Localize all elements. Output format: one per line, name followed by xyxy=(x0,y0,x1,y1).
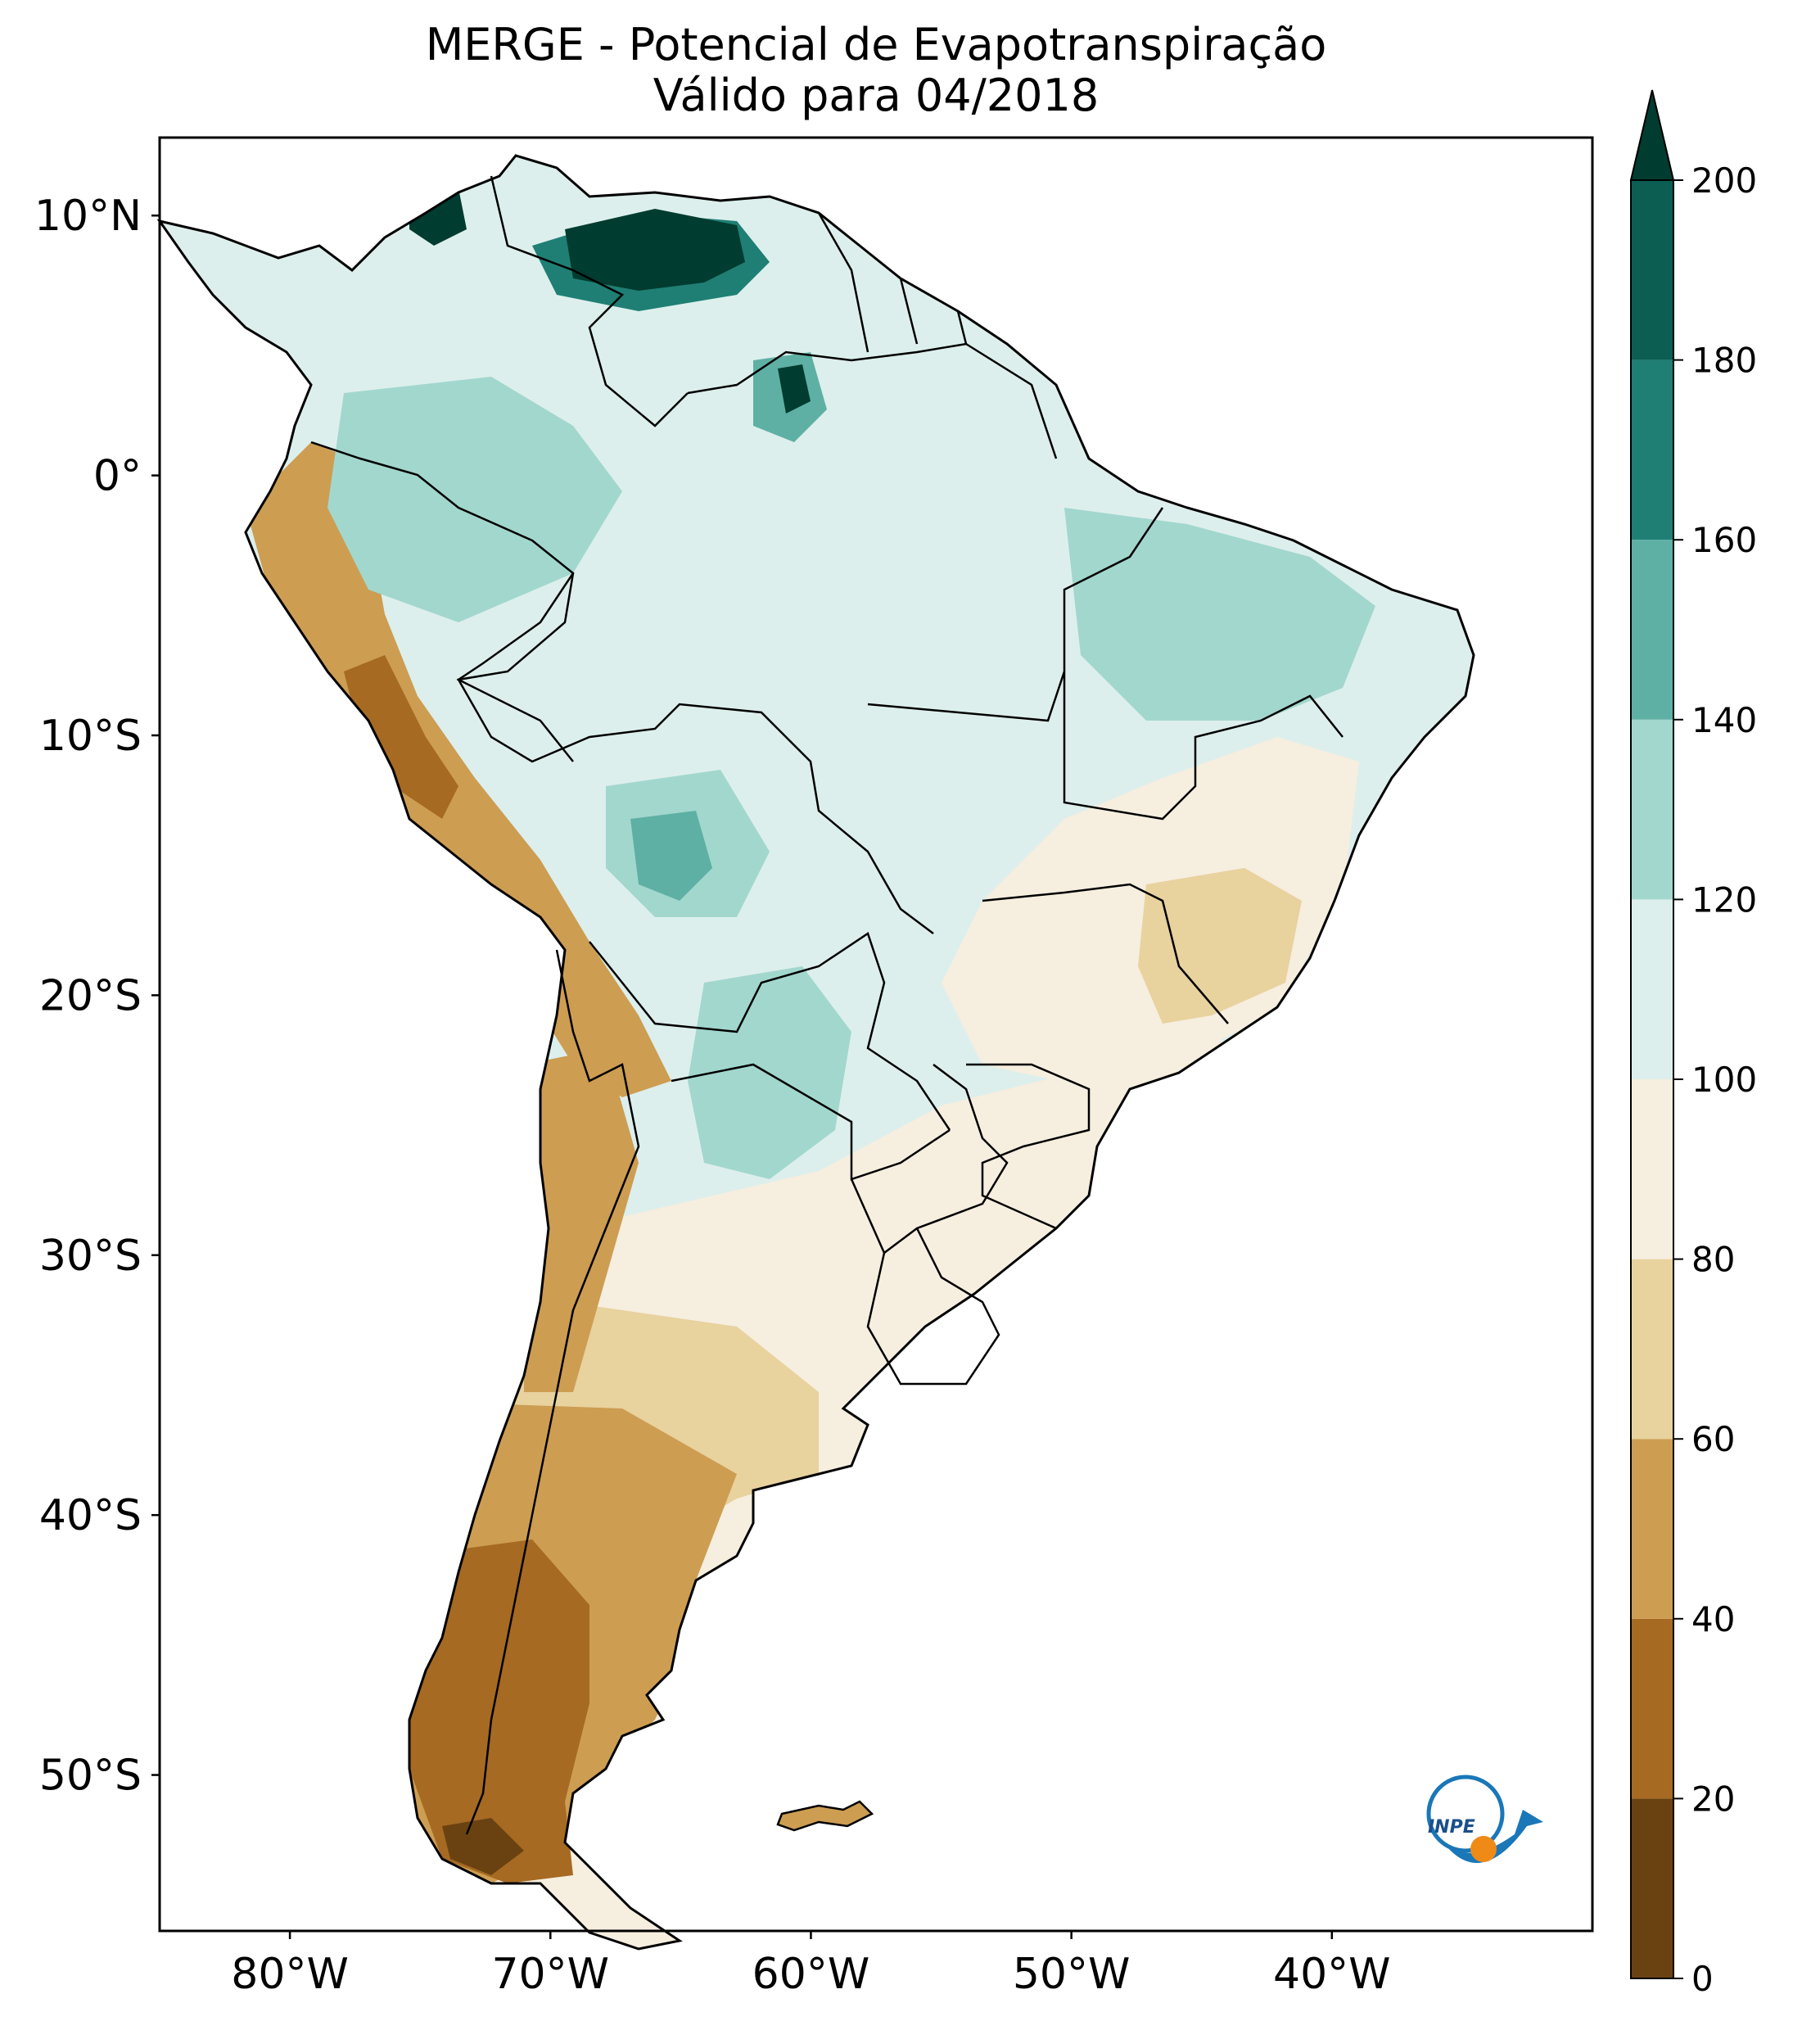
colorbar-labels: 0 20 40 60 80 100 120 140 160 180 200 xyxy=(1673,161,1757,1999)
lon-tick-label: 80°W xyxy=(231,1950,349,1999)
colorbar-tick-label: 140 xyxy=(1691,700,1757,740)
inpe-logo: INPE xyxy=(1426,1775,1543,1863)
field-southeast-60-80 xyxy=(1138,868,1302,1024)
colorbar-band xyxy=(1631,1439,1673,1619)
colorbar-tick-label: 0 xyxy=(1691,1959,1714,1999)
colorbar-tick-label: 80 xyxy=(1691,1240,1735,1280)
colorbar-tick-label: 120 xyxy=(1691,879,1757,920)
colorbar-tick-label: 60 xyxy=(1691,1419,1735,1459)
lat-tick-label: 40°S xyxy=(39,1491,142,1540)
field-andes-south-40-60 xyxy=(524,1048,639,1392)
border-peru-brazil xyxy=(457,572,934,934)
lon-tick-label: 50°W xyxy=(1013,1950,1131,1999)
lon-tick-label: 70°W xyxy=(491,1950,609,1999)
colorbar-band xyxy=(1631,719,1673,900)
continent-coastline xyxy=(156,154,1475,1951)
colorbar-tick-label: 40 xyxy=(1691,1599,1735,1639)
colorbar-band xyxy=(1631,540,1673,720)
border-colombia-venezuela xyxy=(490,175,689,427)
colorbar-band xyxy=(1631,1618,1673,1799)
border-brazil-west xyxy=(687,342,1058,459)
field-andes-40-60 xyxy=(246,442,671,1097)
lat-tick-label: 30°S xyxy=(39,1232,142,1281)
field-tierra-0-20 xyxy=(442,1818,524,1875)
colorbar-extend-arrow xyxy=(1629,89,1675,181)
field-bolivia-140-160 xyxy=(630,811,712,901)
border-argentina-paraguay xyxy=(671,1063,951,1181)
map-frame xyxy=(158,136,1594,1933)
field-northeast-120-140 xyxy=(1064,508,1375,721)
colorbar-band xyxy=(1631,1079,1673,1259)
axis-ticks: 80°W 70°W 60°W 50°W 40°W 10°N 0° 10°S 20°S 30°S 40… xyxy=(34,192,1391,1999)
border-chile-argentina xyxy=(465,949,640,1835)
islands xyxy=(776,1800,874,1832)
chart-title-line1: MERGE - Potencial de Evapotranspiração xyxy=(425,19,1327,70)
lat-tick-label: 20°S xyxy=(39,971,142,1020)
falkland-islands xyxy=(776,1800,874,1832)
logo-ring-icon xyxy=(1426,1775,1505,1853)
colorbar-tick-label: 180 xyxy=(1691,341,1757,381)
border-argentina-brazil-uruguay xyxy=(850,1064,1009,1255)
colorbar-band xyxy=(1631,180,1673,360)
lat-tick-label: 10°S xyxy=(39,712,142,761)
field-amazon-120-140 xyxy=(327,377,622,622)
colorbar-tick-label: 20 xyxy=(1691,1779,1735,1819)
lat-tick-label: 50°S xyxy=(39,1752,142,1801)
logo-text: INPE xyxy=(1428,1817,1475,1838)
field-venezuela-180-200 xyxy=(565,209,745,291)
border-guianas xyxy=(817,212,968,353)
lat-tick-label: 0° xyxy=(93,452,142,501)
colorbar-band xyxy=(1631,899,1673,1079)
border-brazil-states-southeast xyxy=(982,883,1229,1024)
field-chaco-120-140 xyxy=(688,966,851,1179)
colorbar-bands xyxy=(1629,89,1675,1979)
colorbar-band xyxy=(1631,1798,1673,1978)
colorbar-tick-label: 160 xyxy=(1691,520,1757,560)
chart-title-line2: Válido para 04/2018 xyxy=(653,70,1100,121)
colorbar-tick-label: 100 xyxy=(1691,1060,1757,1100)
colorbar-band xyxy=(1631,359,1673,540)
lon-tick-label: 40°W xyxy=(1273,1950,1391,1999)
lon-tick-label: 60°W xyxy=(752,1950,870,1999)
political-borders xyxy=(310,175,1344,1835)
logo-sun-icon xyxy=(1470,1836,1497,1862)
field-patagonia-20-40 xyxy=(409,1539,589,1883)
border-brazil-states-south xyxy=(966,1063,1091,1230)
lat-tick-label: 10°N xyxy=(34,192,142,241)
field-andes-20-40 xyxy=(344,655,458,819)
border-bolivia-south xyxy=(589,932,951,1131)
border-brazil-states-central xyxy=(867,507,1164,722)
field-guiana-180-200 xyxy=(778,364,811,414)
colorbar-tick-label: 200 xyxy=(1691,161,1757,201)
border-brazil-states-east xyxy=(1063,671,1344,821)
colorbar-band xyxy=(1631,1259,1673,1440)
border-uruguay xyxy=(866,1227,1000,1386)
